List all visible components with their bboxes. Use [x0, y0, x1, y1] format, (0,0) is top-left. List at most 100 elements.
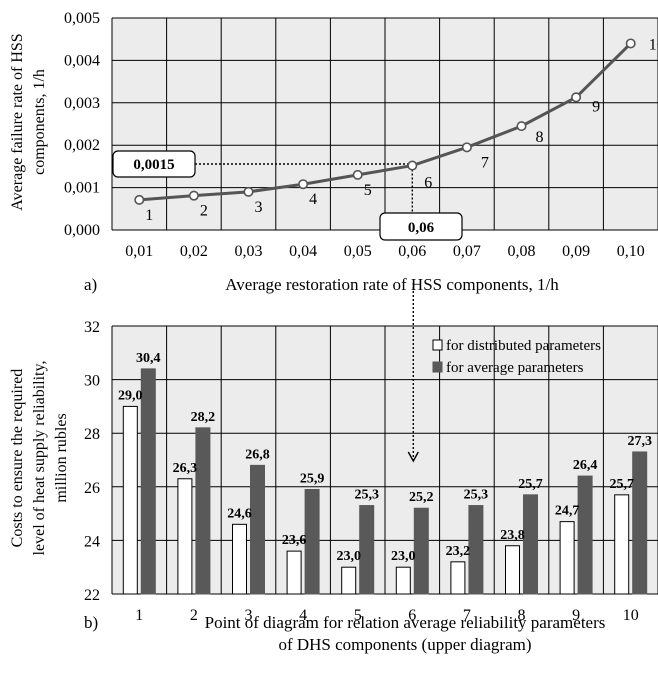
point-label: 2	[200, 203, 208, 220]
bar-distributed	[122, 405, 138, 595]
line-point	[352, 169, 363, 180]
x-tick-label-a: 0,09	[562, 243, 590, 260]
line-series-a	[139, 42, 632, 202]
bar-average	[195, 427, 211, 595]
annotation-x-box	[379, 212, 463, 241]
bar-average	[359, 505, 375, 595]
bar-average	[250, 464, 265, 595]
legend-swatch-distributed	[432, 339, 443, 351]
x-tick-label-a: 0,10	[617, 243, 645, 260]
x-tick-label-b: 4	[299, 607, 307, 624]
bar-label-distributed: 25,7	[609, 477, 634, 492]
bar-labels-b: 29,0 30,4 26,3 28,2 24,6 26,8 23,6 25,9 23,0 25,3…	[118, 351, 652, 564]
y-tick-label-b: 26	[84, 480, 100, 497]
bar-label-distributed: 24,7	[555, 504, 580, 519]
bar-label-average: 27,3	[627, 434, 652, 449]
line-point	[243, 186, 254, 197]
x-tick-label-a: 0,02	[180, 243, 208, 260]
bar-label-average: 30,4	[136, 351, 161, 366]
y-tick-label-a: 0,003	[64, 95, 100, 112]
x-tick-label-a: 0,08	[508, 243, 536, 260]
y-tick-label-a: 0,004	[64, 52, 100, 69]
line-point	[625, 38, 636, 49]
y-ticks-b: 22 24 26 28 30 32	[84, 319, 100, 604]
line-point	[461, 142, 472, 153]
bar-distributed	[177, 478, 193, 595]
panel-label-a: a)	[84, 275, 97, 294]
annotation-y-value: 0,0015	[133, 157, 174, 173]
annotation-x-value: 0,06	[408, 220, 435, 236]
point-label: 10	[649, 36, 658, 53]
legend-label-average: for average parameters	[446, 360, 584, 376]
y-tick-label-b: 24	[84, 533, 100, 550]
bar-label-average: 28,2	[191, 410, 216, 425]
bar-label-average: 26,4	[573, 458, 598, 473]
bar-label-average: 26,8	[245, 447, 270, 462]
line-point	[571, 92, 582, 103]
bar-average	[140, 368, 156, 595]
x-tick-label-a: 0,01	[125, 243, 153, 260]
x-tick-label-a: 0,06	[398, 243, 426, 260]
ylabel-b-line3: million rubles	[53, 413, 70, 502]
bar-average	[577, 475, 593, 595]
point-label: 9	[592, 98, 600, 115]
bar-distributed	[450, 561, 466, 595]
y-tick-label-b: 22	[84, 587, 100, 604]
x-ticks-a: 0,01 0,02 0,03 0,04 0,05 0,06 0,07 0,08 0,09 0,10	[125, 243, 644, 260]
point-label: 6	[424, 175, 432, 192]
bar-distributed	[395, 566, 411, 595]
ylabel-b-line1: Costs to ensure the required	[9, 369, 26, 548]
x-tick-label-b: 5	[354, 607, 362, 624]
bar-label-average: 25,3	[354, 488, 379, 503]
line-point	[134, 194, 145, 205]
y-tick-label-a: 0,005	[64, 10, 100, 27]
xlabel-b-line2: of DHS components (upper diagram)	[278, 635, 531, 654]
x-tick-label-b: 6	[408, 607, 416, 624]
bar-average	[523, 494, 538, 595]
legend-label-distributed: for distributed parameters	[446, 338, 601, 354]
x-tick-label-a: 0,04	[289, 243, 317, 260]
bar-label-average: 25,9	[300, 471, 325, 486]
bar-label-average: 25,3	[464, 488, 489, 503]
point-label: 3	[255, 199, 263, 216]
y-tick-label-a: 0,001	[64, 180, 100, 197]
bar-chart-panel-b: Costs to ensure the required level of he…	[9, 283, 658, 654]
bar-label-distributed: 23,0	[391, 549, 416, 564]
point-label: 5	[364, 182, 372, 199]
ylabel-a-line1: Average failure rate of HSS	[9, 33, 26, 210]
bar-label-distributed: 26,3	[173, 461, 198, 476]
bar-label-average: 25,7	[518, 477, 543, 492]
y-tick-label-a: 0,000	[64, 222, 100, 239]
y-tick-label-b: 28	[84, 426, 100, 443]
x-tick-label-b: 9	[572, 607, 580, 624]
bar-label-distributed: 23,6	[282, 533, 307, 548]
bar-average	[468, 505, 484, 595]
ylabel-b-line2: level of heat supply reliability,	[31, 361, 48, 556]
bar-distributed	[341, 566, 357, 595]
bar-distributed	[614, 494, 630, 595]
x-tick-label-b: 8	[518, 607, 526, 624]
x-ticks-b: 1 2 3 4 5 6 7 8 9 10	[135, 607, 638, 624]
x-tick-label-b: 1	[135, 607, 143, 624]
bar-label-average: 25,2	[409, 490, 434, 505]
x-tick-label-b: 2	[190, 607, 198, 624]
y-tick-label-a: 0,002	[64, 137, 100, 154]
bar-label-distributed: 29,0	[118, 388, 143, 403]
legend-swatch-average	[432, 361, 443, 373]
point-label: 4	[309, 191, 317, 208]
bar-distributed	[232, 523, 247, 595]
x-tick-label-b: 7	[463, 607, 471, 624]
point-label: 7	[481, 154, 489, 171]
point-label: 1	[145, 207, 153, 224]
x-tick-label-b: 3	[245, 607, 253, 624]
bar-label-distributed: 23,0	[336, 549, 361, 564]
point-label: 8	[536, 129, 544, 146]
line-point	[298, 179, 309, 190]
bars-b	[122, 368, 648, 595]
bar-average	[304, 488, 320, 595]
y-tick-label-b: 30	[84, 373, 100, 390]
xlabel-a: Average restoration rate of HSS componen…	[225, 275, 559, 294]
arrow-head-icon	[407, 451, 419, 463]
bar-average	[413, 507, 429, 595]
line-point	[516, 121, 527, 132]
